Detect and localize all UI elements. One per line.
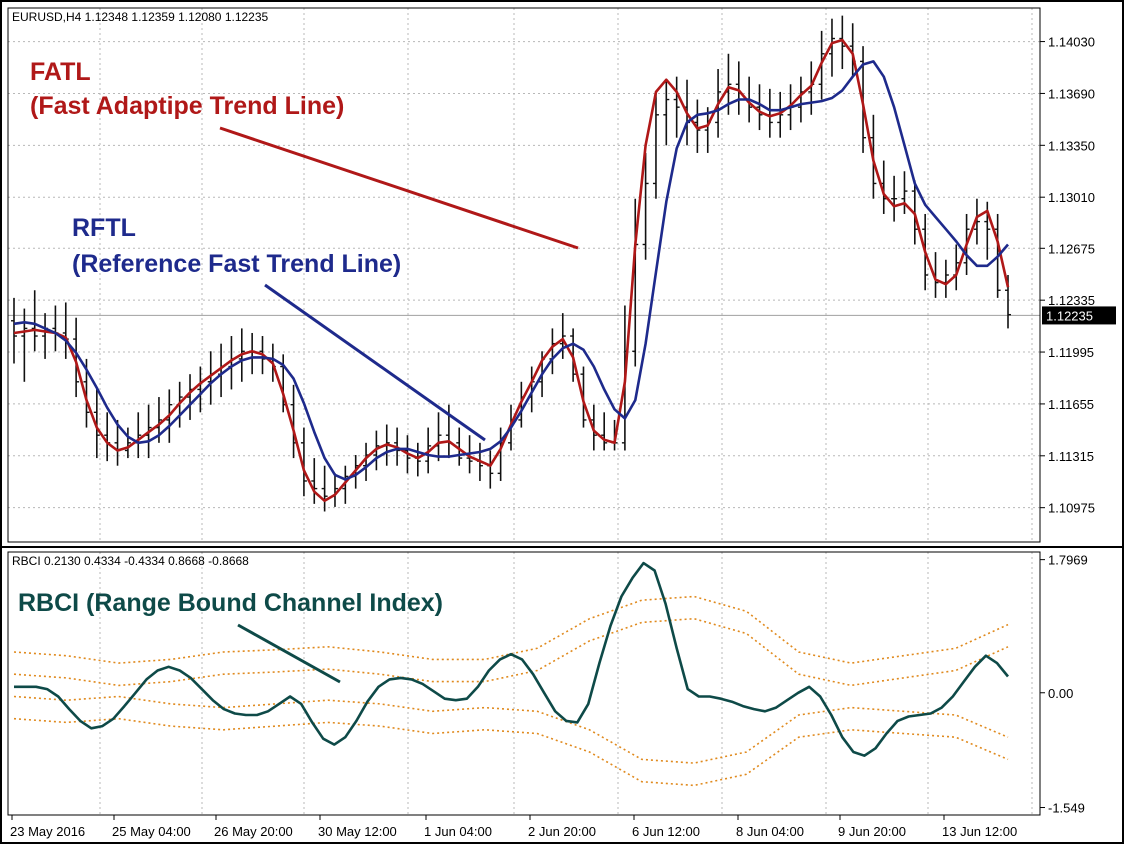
fatl-annotation-pointer (219, 126, 579, 250)
x-tick-label: 23 May 2016 (10, 824, 85, 839)
y-tick-label: 1.11315 (1048, 449, 1094, 464)
sub-info-label: RBCI 0.2130 0.4334 -0.4334 0.8668 -0.866… (12, 554, 249, 568)
y-tick-label: 1.11995 (1048, 345, 1094, 360)
x-tick-label: 6 Jun 12:00 (632, 824, 700, 839)
main-grid (8, 8, 1040, 542)
rftl-annotation-title: RFTL (72, 214, 136, 242)
main-pane-frame (7, 7, 1041, 543)
y-tick-label: 1.13010 (1048, 190, 1095, 205)
y-tick-label: 1.13690 (1048, 86, 1095, 101)
rbci-line (14, 561, 1010, 758)
fatl-annotation-title: FATL (30, 58, 91, 86)
y-tick-label: 1.14030 (1048, 35, 1095, 50)
x-tick-label: 2 Jun 20:00 (528, 824, 596, 839)
rftl-annotation-pointer (264, 283, 486, 442)
rbci-annotation-pointer (237, 623, 341, 684)
main-info-label: EURUSD,H4 1.12348 1.12359 1.12080 1.1223… (12, 10, 269, 24)
x-tick-label: 1 Jun 04:00 (424, 824, 492, 839)
y-tick-label: 1.12675 (1048, 241, 1095, 256)
fatl-line (13, 38, 1010, 503)
x-tick-label: 26 May 20:00 (214, 824, 293, 839)
rbci-channel-line (13, 595, 1009, 664)
rbci-channel-line (13, 717, 1009, 787)
x-tick-label: 8 Jun 04:00 (736, 824, 804, 839)
rbci-channel-line (13, 617, 1009, 687)
rbci-annotation-title: RBCI (Range Bound Channel Index) (18, 589, 443, 617)
y-tick-label: 1.11655 (1048, 397, 1094, 412)
sub-pane-frame (7, 551, 1041, 816)
y-tick-label: 1.12335 (1048, 293, 1095, 308)
x-tick-label: 13 Jun 12:00 (942, 824, 1017, 839)
sub-y-tick-label: 0.00 (1048, 686, 1073, 701)
axis-labels: 1.10975 1.11315 1.11655 1.11995 1.12335 1.126… (10, 35, 1116, 839)
x-tick-label: 9 Jun 20:00 (838, 824, 906, 839)
y-tick-label: 1.10975 (1048, 501, 1095, 516)
rftl-annotation-subtitle: (Reference Fast Trend Line) (72, 250, 401, 278)
rbci-lines (13, 561, 1010, 787)
y-tick-label: 1.13350 (1048, 138, 1095, 153)
x-tick-label: 30 May 12:00 (318, 824, 397, 839)
sub-y-tick-label: 1.7969 (1048, 553, 1088, 568)
indicator-lines (13, 38, 1010, 503)
current-price-label: 1.12235 (1046, 308, 1093, 323)
rbci-channel-line (13, 695, 1009, 764)
fatl-annotation-subtitle: (Fast Adaptipe Trend Line) (30, 92, 344, 120)
sub-y-tick-label: -1.549 (1048, 801, 1085, 816)
rftl-line (13, 60, 1009, 481)
current-price-tag (1042, 306, 1116, 325)
x-tick-label: 25 May 04:00 (112, 824, 191, 839)
